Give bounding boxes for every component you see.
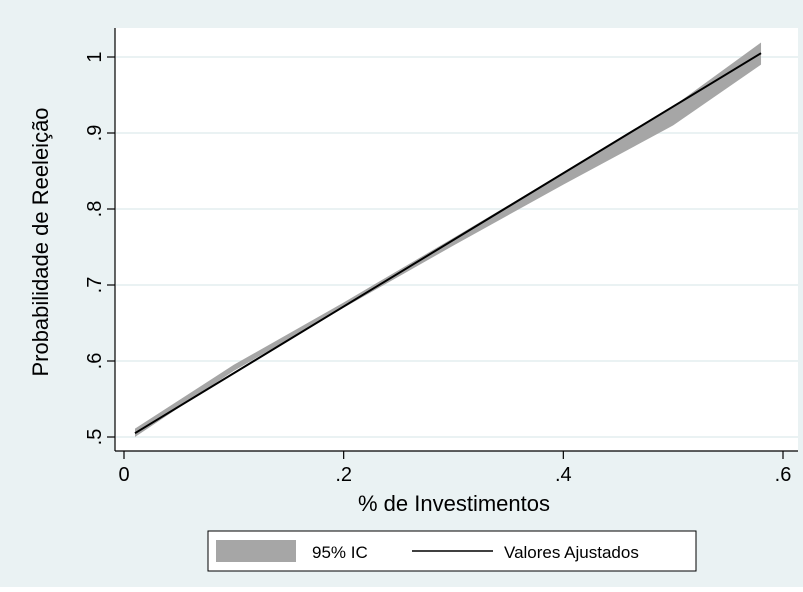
y-tick-label-1: .6 [84, 353, 106, 370]
legend-label-ci: 95% IC [312, 543, 368, 562]
fitted-line-layer [134, 52, 762, 435]
x-tick-label-3: .6 [775, 464, 792, 486]
x-axis-label: % de Investimentos [358, 491, 550, 516]
x-ticks: 0 .2 .4 .6 [118, 451, 791, 486]
legend-swatch-ci [216, 540, 296, 562]
axes [114, 28, 798, 452]
legend: 95% IC Valores Ajustados [207, 530, 697, 572]
y-tick-label-0: .5 [84, 429, 106, 446]
y-tick-label-2: .7 [84, 277, 106, 294]
grid [116, 56, 798, 438]
y-ticks: .5 .6 .7 .8 .9 1 [84, 51, 115, 445]
x-tick-label-2: .4 [555, 464, 572, 486]
y-tick-label-4: .9 [84, 125, 106, 142]
legend-label-line: Valores Ajustados [504, 543, 639, 562]
y-tick-label-3: .8 [84, 201, 106, 218]
fitted-values-line [134, 52, 762, 435]
y-axis-label: Probabilidade de Reeleição [28, 107, 53, 376]
x-tick-label-0: 0 [118, 464, 129, 486]
y-tick-label-5: 1 [84, 51, 106, 62]
x-tick-label-1: .2 [335, 464, 352, 486]
